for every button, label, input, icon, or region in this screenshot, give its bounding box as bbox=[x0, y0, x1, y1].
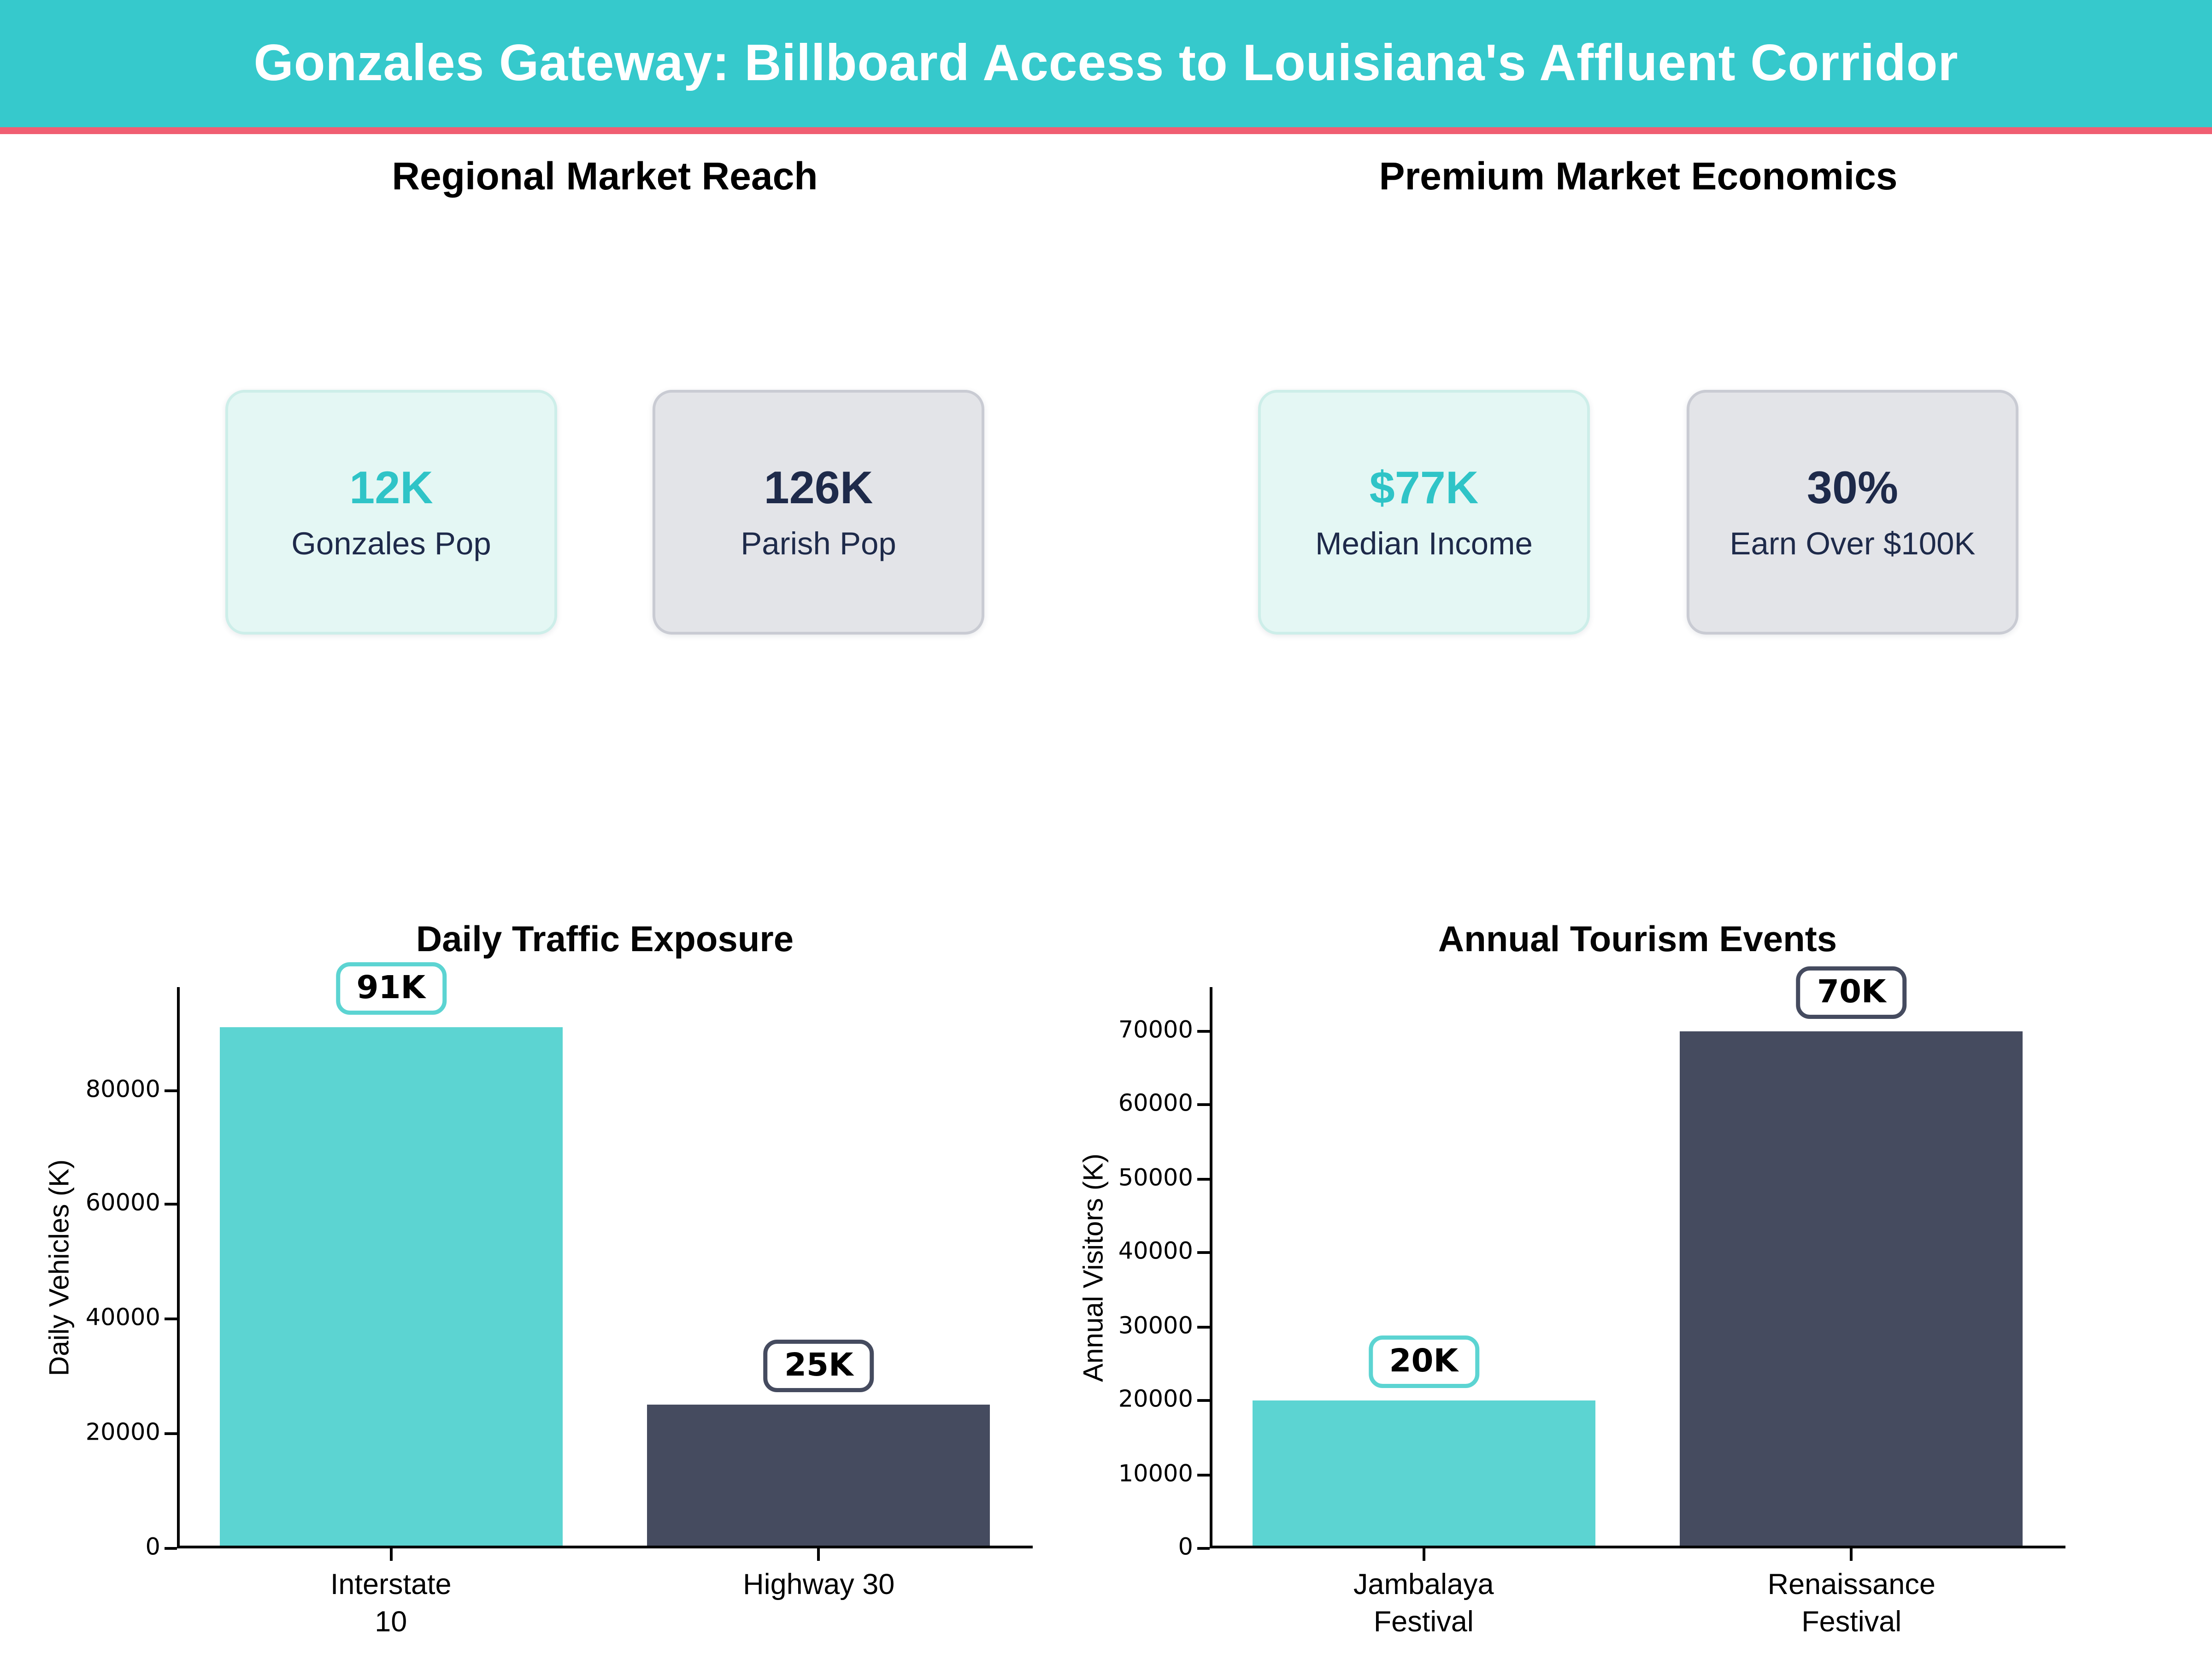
value-badge: 91K bbox=[335, 962, 447, 1015]
stat-value: 12K bbox=[349, 461, 433, 513]
y-tick-label: 40000 bbox=[1118, 1238, 1193, 1266]
x-axis-spine bbox=[177, 1546, 1033, 1548]
y-tick-label: 20000 bbox=[85, 1419, 160, 1447]
x-tick-mark bbox=[817, 1548, 820, 1561]
chart-title-tourism-events: Annual Tourism Events bbox=[1438, 918, 1837, 959]
y-tick-label: 50000 bbox=[1118, 1165, 1193, 1193]
stat-label: Earn Over $100K bbox=[1730, 525, 1976, 561]
bar bbox=[1680, 1031, 2023, 1548]
x-tick-mark bbox=[389, 1548, 393, 1561]
stat-card-earn-over-100k: 30% Earn Over $100K bbox=[1687, 390, 2018, 635]
x-tick-label: Highway 30 bbox=[743, 1569, 895, 1601]
stat-card-median-income: $77K Median Income bbox=[1258, 390, 1590, 635]
stat-card-gonzales-pop: 12K Gonzales Pop bbox=[225, 390, 557, 635]
y-axis-spine bbox=[1210, 987, 1212, 1548]
section-heading-regional-market-reach: Regional Market Reach bbox=[392, 155, 818, 198]
y-tick-mark bbox=[1197, 1325, 1210, 1329]
y-tick-mark bbox=[165, 1203, 177, 1206]
y-tick-mark bbox=[165, 1088, 177, 1092]
x-tick-mark bbox=[1850, 1548, 1853, 1561]
x-axis-spine bbox=[1210, 1546, 2065, 1548]
y-tick-label: 60000 bbox=[1118, 1090, 1193, 1118]
y-tick-mark bbox=[1197, 1399, 1210, 1402]
y-tick-mark bbox=[165, 1318, 177, 1321]
stat-label: Median Income bbox=[1315, 525, 1533, 561]
y-tick-label: 70000 bbox=[1118, 1017, 1193, 1045]
y-tick-label: 10000 bbox=[1118, 1460, 1193, 1488]
plot-area-tourism-events: 0 10000 20000 30000 40000 50000 60000 70000 Jamb… bbox=[1118, 966, 2065, 1639]
stat-value: $77K bbox=[1369, 461, 1479, 513]
y-tick-mark bbox=[165, 1432, 177, 1435]
x-tick-mark bbox=[1422, 1548, 1425, 1561]
y-tick-label: 80000 bbox=[85, 1076, 160, 1104]
stat-value: 30% bbox=[1806, 461, 1899, 513]
stat-label: Parish Pop bbox=[741, 525, 896, 561]
chart-title-daily-traffic: Daily Traffic Exposure bbox=[416, 918, 794, 959]
header-bar: Gonzales Gateway: Billboard Access to Lo… bbox=[0, 0, 2212, 127]
y-tick-mark bbox=[1197, 1473, 1210, 1476]
stat-card-parish-pop: 126K Parish Pop bbox=[653, 390, 984, 635]
y-tick-mark bbox=[1197, 1177, 1210, 1181]
section-heading-premium-market-economics: Premium Market Economics bbox=[1379, 155, 1898, 198]
y-tick-label: 60000 bbox=[85, 1190, 160, 1218]
x-tick-label: Interstate 10 bbox=[330, 1569, 452, 1639]
y-tick-label: 40000 bbox=[85, 1305, 160, 1333]
y-axis-spine bbox=[177, 987, 180, 1548]
y-tick-mark bbox=[1197, 1547, 1210, 1550]
y-tick-mark bbox=[1197, 1251, 1210, 1254]
y-tick-label: 20000 bbox=[1118, 1386, 1193, 1414]
bar bbox=[219, 1027, 562, 1548]
bar bbox=[1252, 1400, 1595, 1548]
x-tick-label: Renaissance Festival bbox=[1767, 1569, 1936, 1639]
bar bbox=[647, 1405, 990, 1548]
value-badge: 70K bbox=[1796, 966, 1907, 1019]
y-tick-label: 30000 bbox=[1118, 1312, 1193, 1340]
y-tick-mark bbox=[165, 1547, 177, 1550]
y-tick-mark bbox=[1197, 1104, 1210, 1107]
y-tick-label: 0 bbox=[1178, 1534, 1193, 1562]
y-tick-mark bbox=[1197, 1030, 1210, 1033]
y-axis-label-daily-vehicles: Daily Vehicles (K) bbox=[45, 1159, 76, 1377]
page-title: Gonzales Gateway: Billboard Access to Lo… bbox=[253, 35, 1959, 91]
stat-label: Gonzales Pop bbox=[291, 525, 491, 561]
x-tick-label: Jambalaya Festival bbox=[1353, 1569, 1494, 1639]
stat-value: 126K bbox=[764, 461, 873, 513]
plot-area-daily-traffic: 0 20000 40000 60000 80000 Interstate 10 91K Hig… bbox=[86, 962, 1033, 1639]
value-badge: 20K bbox=[1368, 1335, 1479, 1388]
accent-stripe bbox=[0, 127, 2212, 134]
value-badge: 25K bbox=[763, 1340, 874, 1393]
y-tick-label: 0 bbox=[145, 1534, 160, 1562]
